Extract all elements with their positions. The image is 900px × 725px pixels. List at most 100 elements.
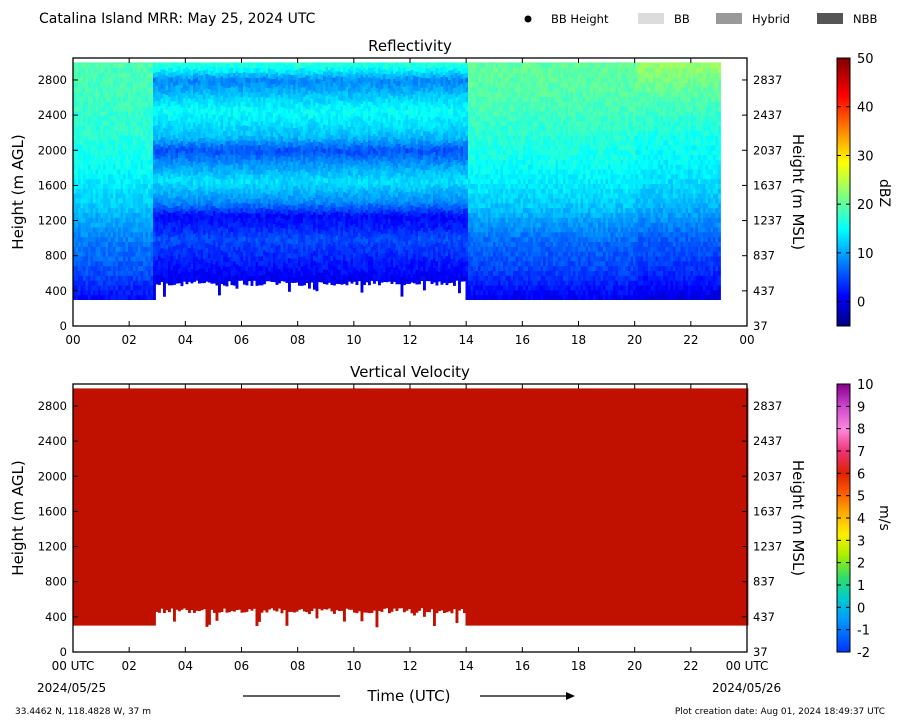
reflectivity-cell <box>143 135 146 141</box>
reflectivity-cell <box>95 256 99 262</box>
reflectivity-cell <box>248 237 251 243</box>
reflectivity-cell <box>160 219 164 225</box>
reflectivity-cell <box>130 198 134 204</box>
reflectivity-cell <box>278 181 281 187</box>
reflectivity-cell <box>133 265 136 271</box>
reflectivity-cell <box>145 188 149 194</box>
reflectivity-cell <box>230 226 234 232</box>
reflectivity-cell <box>310 195 314 201</box>
reflectivity-cell <box>75 135 79 141</box>
reflectivity-cell <box>138 145 141 151</box>
reflectivity-cell <box>95 101 99 107</box>
reflectivity-cell <box>303 154 306 160</box>
reflectivity-cell <box>205 160 209 166</box>
reflectivity-cell <box>105 77 109 83</box>
reflectivity-cell <box>180 68 184 74</box>
reflectivity-cell <box>260 275 264 281</box>
reflectivity-cell <box>313 173 316 179</box>
reflectivity-cell <box>98 198 101 204</box>
reflectivity-cell <box>108 183 111 189</box>
reflectivity-cell <box>245 115 249 122</box>
reflectivity-cell <box>175 152 179 158</box>
reflectivity-cell <box>305 123 309 129</box>
reflectivity-cell <box>213 273 216 279</box>
reflectivity-cell <box>275 91 279 97</box>
reflectivity-cell <box>80 290 84 296</box>
reflectivity-cell <box>243 274 246 280</box>
reflectivity-cell <box>93 232 96 238</box>
reflectivity-cell <box>223 169 226 175</box>
reflectivity-cell <box>140 145 144 151</box>
reflectivity-cell <box>298 237 301 243</box>
reflectivity-cell <box>230 231 234 237</box>
reflectivity-cell <box>188 257 191 263</box>
reflectivity-cell <box>310 108 314 114</box>
reflectivity-cell <box>80 236 84 242</box>
reflectivity-cell <box>218 96 221 103</box>
reflectivity-cell <box>145 251 149 257</box>
reflectivity-cell <box>215 149 219 155</box>
reflectivity-cell <box>318 117 321 123</box>
reflectivity-cell <box>148 270 151 276</box>
reflectivity-cell <box>283 237 286 243</box>
reflectivity-cell <box>285 273 289 279</box>
reflectivity-cell <box>153 77 156 83</box>
reflectivity-cell <box>150 159 154 165</box>
reflectivity-cell <box>288 122 291 128</box>
reflectivity-cell <box>85 246 89 252</box>
reflectivity-cell <box>218 125 221 132</box>
reflectivity-cell <box>288 276 291 283</box>
reflectivity-cell <box>273 194 276 200</box>
reflectivity-cell <box>320 93 324 99</box>
reflectivity-cell <box>75 294 79 300</box>
reflectivity-cell <box>215 231 219 238</box>
reflectivity-cell <box>190 109 194 115</box>
reflectivity-cell <box>290 62 294 66</box>
reflectivity-cell <box>315 116 319 122</box>
reflectivity-cell <box>248 198 251 204</box>
reflectivity-cell <box>313 236 316 242</box>
reflectivity-cell <box>113 116 116 122</box>
reflectivity-cell <box>300 150 304 156</box>
reflectivity-cell <box>78 140 81 146</box>
reflectivity-cell <box>240 145 244 151</box>
reflectivity-cell <box>83 145 86 151</box>
reflectivity-cell <box>238 87 241 93</box>
reflectivity-cell <box>155 192 159 198</box>
reflectivity-cell <box>170 183 174 189</box>
reflectivity-cell <box>135 174 139 180</box>
reflectivity-cell <box>178 220 181 226</box>
reflectivity-cell <box>248 164 251 170</box>
reflectivity-cell <box>245 130 249 136</box>
reflectivity-cell <box>150 62 154 68</box>
reflectivity-cell <box>118 178 121 184</box>
reflectivity-cell <box>120 256 124 262</box>
reflectivity-cell <box>133 178 136 184</box>
reflectivity-cell <box>253 174 256 180</box>
reflectivity-cell <box>83 125 86 131</box>
reflectivity-cell <box>163 204 166 210</box>
reflectivity-cell <box>163 122 166 128</box>
reflectivity-cell <box>333 86 336 93</box>
reflectivity-cell <box>80 120 84 126</box>
reflectivity-cell <box>333 260 336 267</box>
reflectivity-cell <box>180 160 184 166</box>
reflectivity-cell <box>123 236 126 242</box>
reflectivity-cell <box>213 201 216 207</box>
reflectivity-cell <box>243 226 246 232</box>
reflectivity-cell <box>315 281 319 287</box>
reflectivity-cell <box>213 176 216 182</box>
reflectivity-cell <box>225 116 229 122</box>
reflectivity-cell <box>80 280 84 286</box>
reflectivity-cell <box>118 203 121 209</box>
reflectivity-cell <box>220 177 224 183</box>
reflectivity-cell <box>293 210 296 216</box>
reflectivity-cell <box>83 294 86 300</box>
reflectivity-cell <box>243 91 246 97</box>
reflectivity-cell <box>173 212 176 218</box>
reflectivity-cell <box>100 203 104 209</box>
reflectivity-cell <box>135 270 139 276</box>
reflectivity-cell <box>333 236 336 242</box>
reflectivity-cell <box>250 126 254 132</box>
reflectivity-cell <box>270 122 274 128</box>
